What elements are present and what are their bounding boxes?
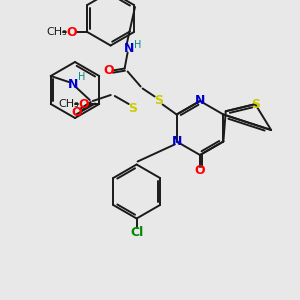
Text: H: H <box>134 40 141 50</box>
Text: O: O <box>103 64 114 77</box>
Text: N: N <box>123 42 134 55</box>
Text: CH₃: CH₃ <box>47 27 68 37</box>
Text: N: N <box>195 94 205 107</box>
Text: O: O <box>66 26 76 38</box>
Text: S: S <box>251 98 260 111</box>
Text: CH₃: CH₃ <box>59 99 80 109</box>
Text: O: O <box>195 164 205 178</box>
Text: Cl: Cl <box>130 226 143 239</box>
Text: O: O <box>78 98 88 110</box>
Text: O: O <box>71 106 82 118</box>
Text: N: N <box>68 77 78 91</box>
Text: N: N <box>171 135 182 148</box>
Text: S: S <box>154 94 163 107</box>
Text: S: S <box>128 101 137 115</box>
Text: H: H <box>78 72 85 82</box>
